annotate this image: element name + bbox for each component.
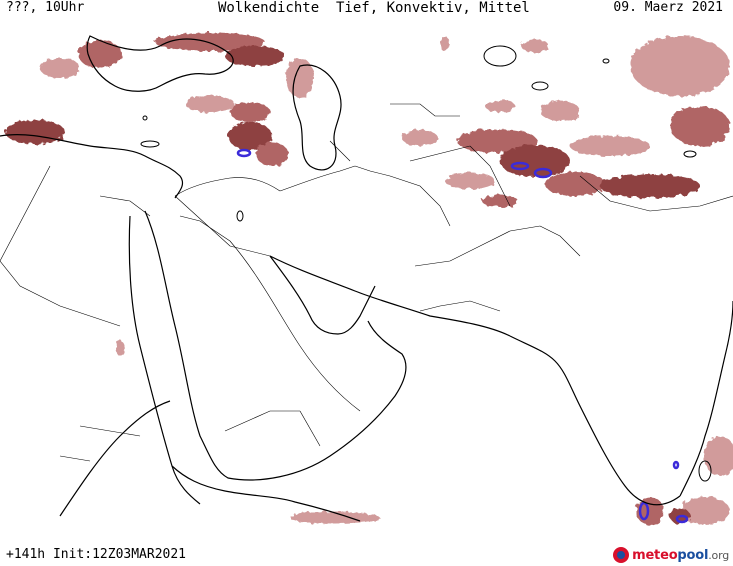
meteopool-logo-icon xyxy=(613,547,630,563)
cloud-cluster-turkey xyxy=(5,33,314,356)
weather-map xyxy=(0,33,733,525)
meteopool-logo[interactable]: meteopool.org xyxy=(613,544,729,566)
map-title: Wolkendichte Tief, Konvektiv, Mittel xyxy=(218,0,530,16)
lakes-islands xyxy=(140,45,712,482)
run-info: +141h Init:12Z03MAR2021 xyxy=(6,547,187,562)
convective-cells xyxy=(236,148,689,524)
country-borders xyxy=(0,103,733,462)
coastlines xyxy=(0,35,733,522)
meteopool-logo-text: meteopool.org xyxy=(632,547,729,563)
forecast-time-label: ???, 10Uhr xyxy=(6,0,85,15)
forecast-date: 09. Maerz 2021 xyxy=(613,0,723,15)
cloud-cluster-south-india xyxy=(290,436,733,525)
cloud-density-layer xyxy=(5,33,733,525)
cloud-cluster-central-asia xyxy=(402,36,730,207)
